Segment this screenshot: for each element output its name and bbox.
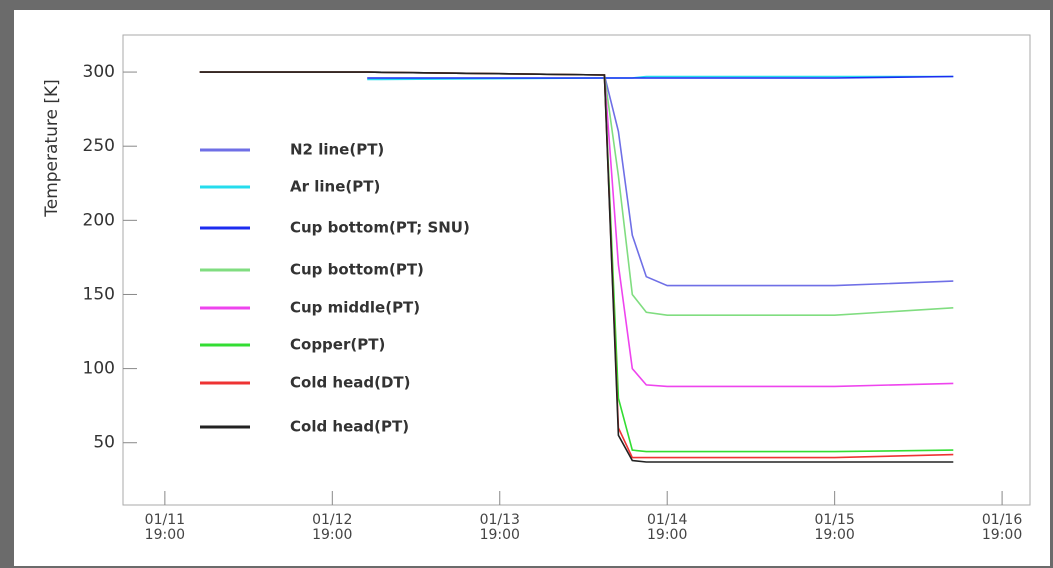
legend-label: Cup bottom(PT) (290, 261, 424, 279)
x-tick-label: 01/16 19:00 (981, 512, 1023, 543)
series-line (199, 71, 954, 463)
series-line (367, 75, 954, 79)
x-tick-label: 01/12 19:00 (312, 512, 353, 543)
y-tick-label: 300 (83, 62, 115, 82)
x-tick-label: 01/14 19:00 (647, 512, 688, 543)
legend-label: Cold head(DT) (290, 374, 411, 392)
legend-label: Cold head(PT) (290, 418, 409, 436)
y-tick-label: 150 (83, 284, 115, 304)
x-tick-label: 01/15 19:00 (814, 512, 855, 543)
legend-label: Copper(PT) (290, 336, 385, 354)
legend-label: Cup middle(PT) (290, 299, 420, 317)
legend-label: Ar line(PT) (290, 178, 380, 196)
y-axis-label: Temperature [K] (42, 79, 62, 218)
legend-label: N2 line(PT) (290, 141, 384, 159)
x-tick-label: 01/13 19:00 (479, 512, 520, 543)
y-tick-label: 200 (83, 210, 115, 230)
y-tick-label: 250 (83, 136, 115, 156)
panel (14, 10, 1050, 566)
y-tick-label: 100 (83, 359, 115, 379)
y-tick-label: 50 (93, 433, 115, 453)
x-tick-label: 01/11 19:00 (144, 512, 186, 543)
legend-label: Cup bottom(PT; SNU) (290, 219, 470, 237)
frame (122, 34, 1031, 506)
